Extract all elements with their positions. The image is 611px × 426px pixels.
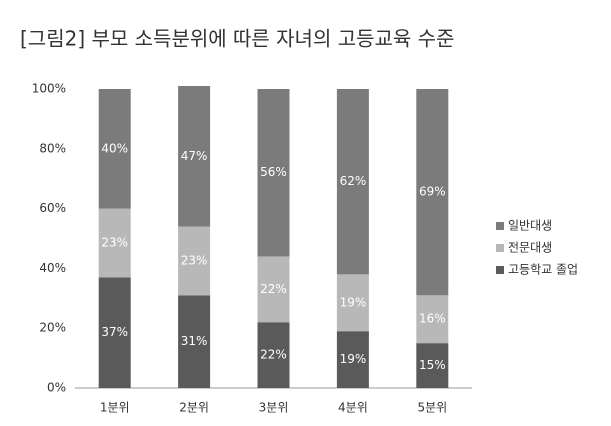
legend-swatch (496, 222, 504, 230)
legend-label: 고등학교 졸업 (508, 263, 578, 277)
value-label: 47% (181, 149, 208, 163)
value-label: 22% (260, 348, 287, 362)
bar-segment (178, 86, 211, 227)
bar-segment (336, 89, 369, 275)
bar-segment (416, 343, 449, 388)
value-label: 19% (340, 352, 367, 366)
bar-segment (416, 89, 449, 296)
value-label: 23% (101, 235, 128, 249)
value-label: 69% (419, 185, 446, 199)
x-tick-label: 5분위 (417, 401, 447, 415)
x-tick-label: 4분위 (338, 401, 368, 415)
value-label: 16% (419, 312, 446, 326)
y-tick-label: 40% (39, 261, 66, 275)
x-tick-label: 3분위 (259, 401, 289, 415)
y-tick-label: 0% (47, 381, 66, 395)
bar-segment (257, 256, 290, 323)
bar-segment (178, 226, 211, 296)
value-label: 37% (101, 325, 128, 339)
x-tick-label: 2분위 (179, 401, 209, 415)
legend-swatch (496, 266, 504, 274)
y-tick-label: 100% (32, 82, 66, 96)
legend-swatch (496, 244, 504, 252)
y-tick-label: 80% (39, 141, 66, 155)
bar-segment (98, 89, 131, 209)
value-label: 62% (340, 174, 367, 188)
bar-segment (257, 322, 290, 388)
value-label: 23% (181, 253, 208, 267)
bar-segment (336, 274, 369, 332)
y-tick-label: 20% (39, 321, 66, 335)
value-label: 31% (181, 334, 208, 348)
value-label: 22% (260, 282, 287, 296)
value-label: 40% (101, 141, 128, 155)
x-tick-label: 1분위 (100, 401, 130, 415)
legend-label: 일반대생 (508, 219, 552, 233)
value-label: 19% (340, 295, 367, 309)
bar-segment (416, 295, 449, 344)
bar-segment (336, 331, 369, 388)
bar-segment (257, 89, 290, 257)
y-tick-label: 60% (39, 201, 66, 215)
bar-segment (178, 295, 211, 388)
bar-segment (98, 277, 131, 388)
chart-title: [그림2] 부모 소득분위에 따른 자녀의 고등교육 수준 (20, 27, 454, 51)
value-label: 56% (260, 165, 287, 179)
bar-segment (98, 208, 131, 278)
legend-label: 전문대생 (508, 241, 552, 255)
value-label: 15% (419, 358, 446, 372)
